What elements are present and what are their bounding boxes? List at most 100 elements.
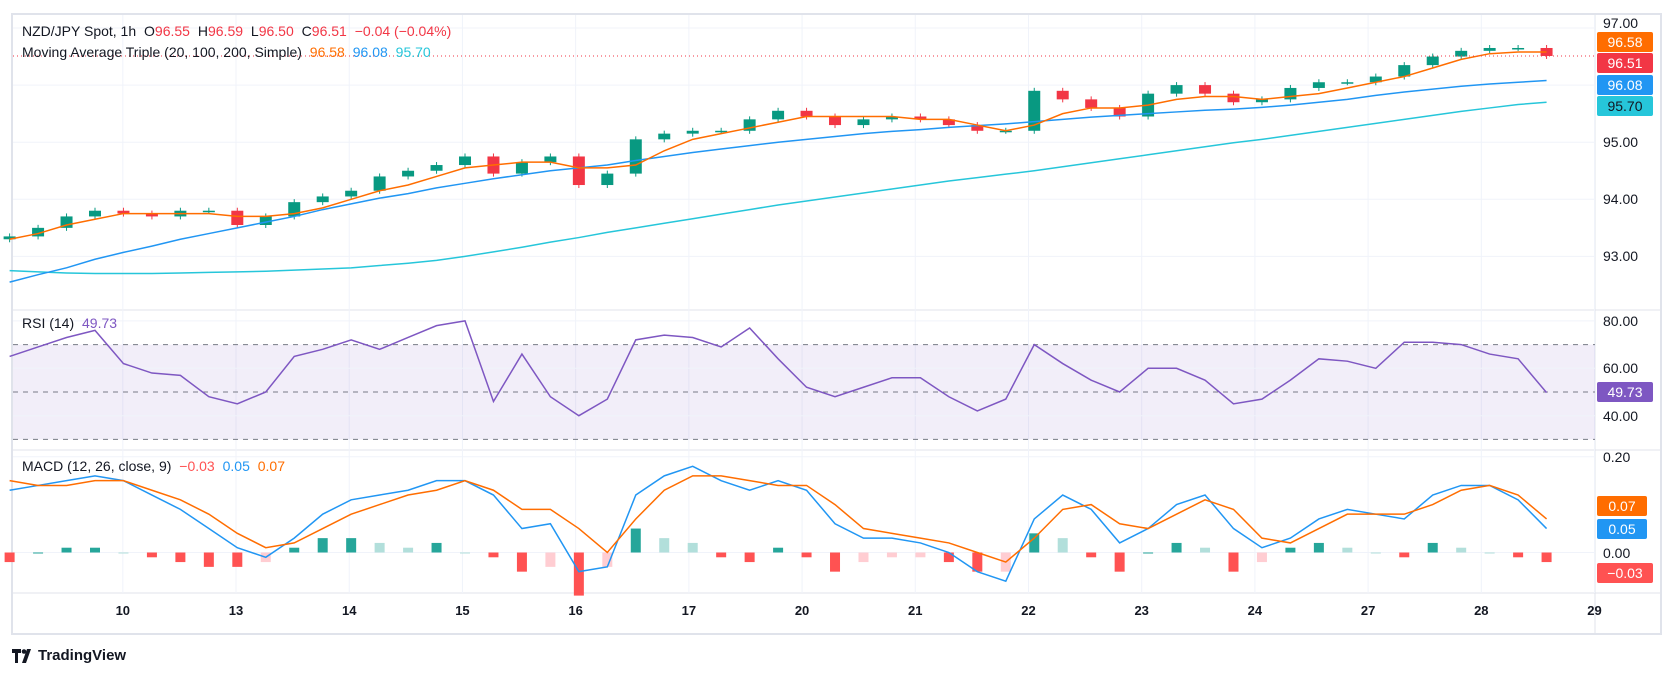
macd-histogram-bar <box>744 552 755 563</box>
ma20-price-badge: 96.58 <box>1597 32 1653 52</box>
chart-frame <box>11 13 1662 635</box>
high-number: 96.59 <box>207 23 244 39</box>
macd-axis-label: 0.20 <box>1603 448 1631 465</box>
candle <box>914 116 927 120</box>
hist-legend-value: −0.03 <box>179 458 215 474</box>
macd-histogram-bar <box>203 552 214 567</box>
low-number: 96.50 <box>258 23 294 39</box>
macd-histogram-bar <box>232 552 243 567</box>
candle <box>629 139 642 174</box>
macd-histogram-bar <box>943 552 954 563</box>
signal-line <box>9 475 1548 563</box>
candle <box>1312 82 1325 88</box>
macd-histogram-bar <box>317 538 328 553</box>
candle <box>60 216 73 228</box>
macd-histogram-bar <box>516 552 527 572</box>
last-price-badge: 96.51 <box>1597 53 1653 73</box>
open-number: 96.55 <box>154 23 190 39</box>
macd-histogram-bar <box>1086 552 1097 558</box>
candle <box>572 156 585 186</box>
candle <box>259 216 272 225</box>
hist-value-badge: −0.03 <box>1597 563 1653 583</box>
macd-histogram-bar <box>175 552 186 563</box>
macd-histogram-bar <box>1456 547 1467 553</box>
price-axis-label: 97.00 <box>1603 15 1639 31</box>
candle <box>971 125 984 131</box>
open-label: O <box>144 23 155 39</box>
macd-histogram-bar <box>1313 542 1324 553</box>
macd-axis-label: 0.00 <box>1603 544 1631 561</box>
macd-histogram-bar <box>460 552 471 554</box>
macd-histogram-bar <box>886 552 897 558</box>
macd-histogram-bar <box>773 547 784 553</box>
candle <box>772 110 785 120</box>
rsi-legend-title[interactable]: RSI (14) <box>22 315 75 331</box>
macd-histogram-bar <box>61 547 72 553</box>
candle <box>1341 82 1354 84</box>
candle <box>1255 99 1268 103</box>
candle <box>1483 47 1496 51</box>
candle <box>32 227 45 237</box>
macd-histogram-bar <box>972 552 983 572</box>
symbol-label[interactable]: NZD/JPY Spot, 1h <box>22 23 137 39</box>
signal-value-badge: 0.07 <box>1597 496 1647 516</box>
candle <box>1369 76 1382 83</box>
ma200-value: 95.70 <box>395 44 431 60</box>
candle <box>1056 90 1069 100</box>
time-tick-label: 13 <box>228 603 244 618</box>
macd-histogram-bar <box>1370 552 1381 554</box>
macd-histogram-bar <box>1256 552 1267 563</box>
price-legend: NZD/JPY Spot, 1h O96.55 H96.59 L96.50 C9… <box>22 23 455 40</box>
tradingview-logo[interactable]: TradingView <box>12 647 126 664</box>
macd-histogram-bar <box>374 542 385 553</box>
rsi-legend: RSI (14) 49.73 <box>22 315 121 332</box>
macd-histogram-bar <box>488 552 499 558</box>
candle <box>885 116 898 120</box>
candle <box>1227 93 1240 103</box>
ma100-price-badge: 96.08 <box>1597 75 1653 95</box>
macd-value-badge: 0.05 <box>1597 519 1647 539</box>
macd-histogram-bar <box>915 552 926 558</box>
ma100-line <box>9 79 1547 283</box>
close-number: 96.51 <box>311 23 347 39</box>
candle <box>1426 56 1439 66</box>
time-tick-label: 28 <box>1474 603 1489 618</box>
candle <box>1199 85 1212 94</box>
macd-legend-title[interactable]: MACD (12, 26, close, 9) <box>22 458 172 474</box>
time-tick-label: 16 <box>568 603 583 618</box>
rsi-value-badge: 49.73 <box>1597 382 1653 402</box>
macd-histogram-bar <box>1541 552 1552 563</box>
rsi-line <box>9 320 1548 417</box>
candle <box>601 173 614 186</box>
macd-histogram-bar <box>545 552 556 567</box>
time-tick-label: 27 <box>1360 603 1376 618</box>
candle <box>316 196 329 203</box>
macd-legend-value: 0.05 <box>222 458 250 474</box>
candle <box>202 210 215 213</box>
macd-histogram-bar <box>1228 552 1239 572</box>
ma100-value: 96.08 <box>352 44 388 60</box>
ma-legend-title[interactable]: Moving Average Triple (20, 100, 200, Sim… <box>22 44 302 60</box>
low-value: L96.50 <box>251 23 294 39</box>
high-value: H96.59 <box>198 23 243 39</box>
macd-histogram-bar <box>403 547 414 553</box>
macd-histogram-bar <box>1200 547 1211 553</box>
macd-histogram-bar <box>1342 547 1353 553</box>
ma20-value: 96.58 <box>309 44 345 60</box>
macd-histogram-bar <box>830 552 841 572</box>
macd-histogram-bar <box>118 552 129 554</box>
macd-histogram-bar <box>289 547 300 553</box>
ma-legend: Moving Average Triple (20, 100, 200, Sim… <box>22 44 435 61</box>
macd-histogram-bar <box>346 538 357 553</box>
macd-histogram-bar <box>1171 542 1182 553</box>
price-axis-label: 93.00 <box>1603 248 1639 265</box>
candle <box>1113 107 1126 117</box>
candle <box>345 190 358 197</box>
candle <box>231 210 244 225</box>
candle <box>1512 47 1525 50</box>
candle <box>942 119 955 126</box>
candle <box>1398 65 1411 77</box>
candle <box>145 213 158 217</box>
macd-histogram-bar <box>1513 552 1524 558</box>
